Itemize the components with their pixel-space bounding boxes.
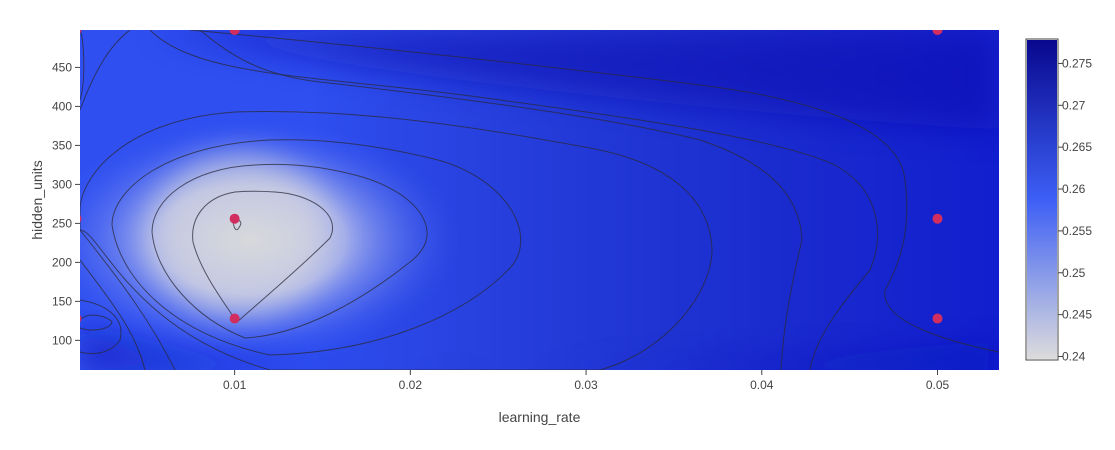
- contour-line: [80, 229, 176, 370]
- x-tick-label: 0.01: [223, 378, 247, 392]
- colorbar-tick-label: 0.245: [1062, 308, 1092, 322]
- y-tick-label: 350: [52, 138, 72, 152]
- colorbar-tick-label: 0.26: [1062, 182, 1086, 196]
- y-tick-label: 300: [52, 177, 72, 191]
- y-tick-label: 150: [52, 294, 72, 308]
- x-tick-label: 0.03: [574, 378, 598, 392]
- colorbar-tick-label: 0.265: [1062, 140, 1092, 154]
- contour-line: [80, 30, 803, 370]
- heatmap-bottom-shade: [80, 330, 999, 370]
- trial-point[interactable]: [71, 214, 82, 224]
- x-tick-label: 0.02: [399, 378, 423, 392]
- colorbar-tick-label: 0.27: [1062, 98, 1086, 112]
- y-axis-title: hidden_units: [29, 160, 45, 239]
- heatmap-surface: [80, 30, 999, 370]
- trial-point[interactable]: [229, 313, 240, 324]
- contour-line: [80, 299, 122, 354]
- contour-line: [192, 190, 333, 323]
- trial-point[interactable]: [229, 213, 240, 224]
- contour-line: [80, 314, 113, 331]
- contour-line: [149, 30, 879, 370]
- colorbar: 0.24 0.245 0.25 0.255 0.26 0.265 0.27 0.275: [1025, 38, 1092, 363]
- trial-point[interactable]: [229, 25, 240, 35]
- trial-markers: [71, 25, 943, 324]
- colorbar-tick-label: 0.25: [1062, 266, 1086, 280]
- trial-point[interactable]: [932, 313, 943, 324]
- colorbar-fill: [1027, 40, 1057, 359]
- colorbar-tick-label: 0.275: [1062, 56, 1092, 70]
- y-tick-label: 100: [52, 333, 72, 347]
- colorbar-outline: [1025, 38, 1059, 361]
- y-tick-label: 450: [52, 60, 72, 74]
- trial-point[interactable]: [71, 314, 82, 324]
- y-tick-label: 200: [52, 255, 72, 269]
- contour-line: [80, 30, 85, 101]
- y-axis-ticks: 100 150 200 250 300 350 400 450: [52, 60, 80, 347]
- trial-point[interactable]: [932, 213, 943, 224]
- contour-line: [189, 30, 999, 353]
- x-tick-label: 0.05: [926, 378, 950, 392]
- heatmap-top-shade: [150, 30, 999, 130]
- x-axis-ticks: 0.01 0.02 0.03 0.04 0.05: [223, 370, 950, 392]
- heatmap-hotspot-core: [150, 155, 330, 315]
- x-axis-title: learning_rate: [499, 409, 581, 425]
- trial-point[interactable]: [71, 25, 82, 35]
- colorbar-tick-label: 0.255: [1062, 224, 1092, 238]
- colorbar-ticks: 0.24 0.245 0.25 0.255 0.26 0.265 0.27 0.275: [1058, 56, 1092, 363]
- contour-line: [80, 259, 146, 370]
- colorbar-tick-label: 0.24: [1062, 349, 1086, 363]
- contour-line: [151, 163, 428, 339]
- contour-line: [111, 139, 522, 356]
- trial-point[interactable]: [932, 25, 943, 35]
- x-tick-label: 0.04: [750, 378, 774, 392]
- contour-line: [233, 217, 242, 231]
- y-tick-label: 250: [52, 216, 72, 230]
- contour-line: [80, 111, 713, 370]
- contour-lines: [80, 30, 999, 370]
- y-tick-label: 400: [52, 99, 72, 113]
